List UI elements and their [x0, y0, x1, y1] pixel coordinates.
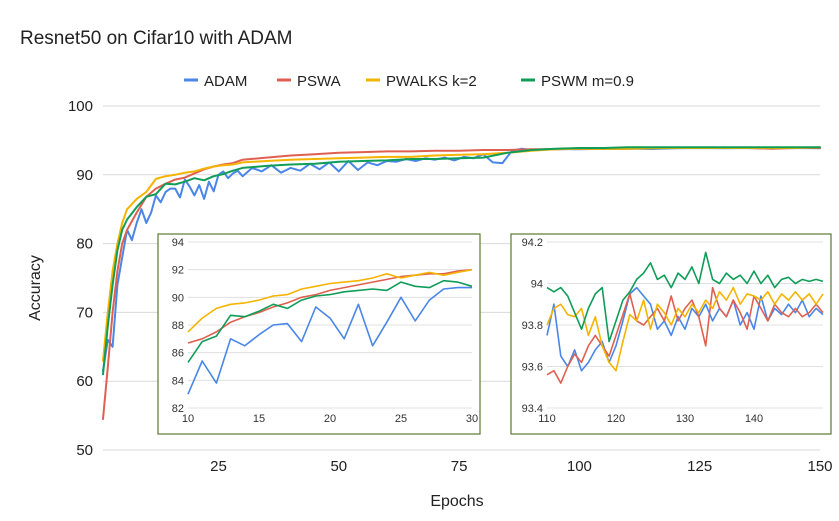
inset-series-line-adam: [187, 286, 472, 395]
x-tick-25: 25: [210, 458, 227, 475]
legend-label-pswa: PSWA: [297, 73, 341, 90]
inset-chart-epochs-10-30: 82 84 86 88 90 92 94 10 15 20 25 30: [157, 233, 481, 435]
series-line-pswm-m-0-9: [102, 146, 821, 376]
x-tick-125: 125: [687, 458, 712, 475]
inset-x-tick-140: 140: [745, 413, 763, 425]
inset-series-line-pwalks-k-2: [546, 286, 824, 372]
inset-x-tick-25: 25: [395, 413, 407, 425]
inset-y-tick-84: 84: [172, 375, 184, 387]
x-tick-50: 50: [330, 458, 347, 475]
x-tick-100: 100: [567, 458, 592, 475]
y-tick-90: 90: [76, 167, 93, 184]
inset-y-tick-92: 92: [172, 265, 184, 277]
x-tick-75: 75: [451, 458, 468, 475]
inset-y-tick-93.6: 93.6: [522, 362, 543, 374]
inset-y-tick-93.4: 93.4: [522, 403, 543, 415]
inset-y-tick-93.8: 93.8: [522, 320, 543, 332]
inset-series-line-pwalks-k-2: [187, 268, 473, 333]
inset-series-line-pswa: [546, 286, 824, 384]
inset-series-line-pswa: [187, 268, 473, 344]
inset-series-line-pswm-m-0-9: [187, 279, 473, 363]
y-tick-70: 70: [76, 304, 93, 321]
inset-x-tick-120: 120: [607, 413, 625, 425]
inset-x-tick-110: 110: [538, 413, 556, 425]
legend-item-pwalks-k-2: PWALKS k=2: [366, 73, 477, 90]
x-axis-ticks: 25 50 75 100 125 150: [210, 458, 832, 475]
y-tick-80: 80: [76, 236, 93, 253]
y-axis-ticks: 50 60 70 80 90 100: [68, 98, 93, 459]
inset-series-line-adam: [546, 286, 824, 372]
inset-x-tick-15: 15: [253, 413, 265, 425]
inset-x-tick-130: 130: [676, 413, 694, 425]
chart-title: Resnet50 on Cifar10 with ADAM: [20, 28, 292, 49]
legend-label-pwalks-k-2: PWALKS k=2: [386, 73, 477, 90]
legend-label-pswm-m-0-9: PSWM m=0.9: [541, 73, 634, 90]
legend-label-adam: ADAM: [204, 73, 247, 90]
inset-chart-epochs-110-150: 93.4 93.6 93.8 94 94.2 110 120 130 140: [510, 233, 832, 435]
inset-y-tick-94: 94: [531, 279, 543, 291]
main-series-lines: [102, 146, 821, 420]
y-tick-60: 60: [76, 373, 93, 390]
inset-y-tick-82: 82: [172, 403, 184, 415]
inset-series-line-pswm-m-0-9: [546, 251, 824, 343]
inset-y-tick-94: 94: [172, 237, 184, 249]
x-tick-150: 150: [807, 458, 832, 475]
y-tick-50: 50: [76, 442, 93, 459]
legend-item-pswa: PSWA: [277, 73, 341, 90]
y-axis-label: Accuracy: [27, 255, 44, 321]
legend: ADAM PSWA PWALKS k=2 PSWM m=0.9: [184, 73, 634, 90]
inset-y-tick-90: 90: [172, 292, 184, 304]
inset-y-tick-94.2: 94.2: [522, 237, 543, 249]
inset-frame: [157, 233, 481, 435]
legend-item-adam: ADAM: [184, 73, 247, 90]
inset-x-tick-20: 20: [324, 413, 336, 425]
inset-x-tick-30: 30: [466, 413, 478, 425]
inset-y-tick-88: 88: [172, 320, 184, 332]
x-axis-label: Epochs: [430, 493, 483, 510]
inset-y-tick-86: 86: [172, 348, 184, 360]
legend-item-pswm-m-0-9: PSWM m=0.9: [521, 73, 634, 90]
y-tick-100: 100: [68, 98, 93, 115]
inset-x-tick-10: 10: [182, 413, 194, 425]
